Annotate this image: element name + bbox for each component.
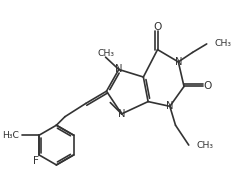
Text: N: N [115,64,123,74]
Text: O: O [153,22,162,32]
Text: N: N [166,101,174,111]
Text: CH₃: CH₃ [97,49,114,58]
Text: N: N [118,109,125,119]
Text: CH₃: CH₃ [196,141,213,149]
Text: H₃C: H₃C [2,131,19,140]
Text: N: N [175,57,182,67]
Text: O: O [203,81,212,91]
Text: F: F [33,156,39,166]
Text: CH₃: CH₃ [214,40,231,48]
